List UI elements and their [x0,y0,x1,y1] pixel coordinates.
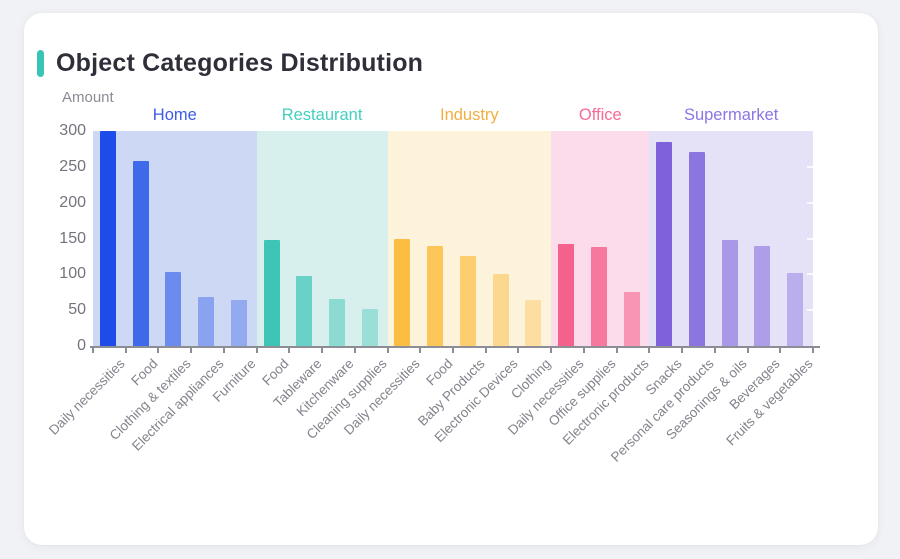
bar-restaurant-food[interactable] [263,239,280,346]
x-axis-tick [517,348,520,353]
x-axis-tick [190,348,193,353]
x-axis-tick [648,348,651,353]
bar-industry-food[interactable] [427,246,444,346]
x-axis-tick [222,348,225,353]
bar-supermarket-fruits-vegetables[interactable] [787,272,804,346]
right-axis-mini-tick [807,273,813,276]
x-axis-tick [746,348,749,353]
y-axis-tick-label: 300 [59,122,86,139]
x-axis-tick [157,348,160,353]
x-axis-tick [484,348,487,353]
bar-home-food[interactable] [132,161,149,346]
bar-home-furniture[interactable] [230,300,247,346]
group-label-office: Office [578,106,622,124]
x-axis-tick [386,348,389,353]
y-axis-tick-label: 250 [59,157,86,175]
bar-supermarket-personal-care-products[interactable] [688,151,705,346]
x-axis-tick [812,348,814,353]
group-label-supermarket: Supermarket [683,106,779,124]
bar-industry-electronic-devices[interactable] [492,274,509,346]
x-axis-tick [419,348,422,353]
y-axis-tick-label: 200 [59,193,86,211]
x-axis-tick [452,348,454,353]
y-axis-title: Amount [62,89,114,106]
x-axis-tick [681,348,684,353]
bar-office-office-supplies[interactable] [590,247,607,346]
bar-restaurant-cleaning-supplies[interactable] [361,309,378,346]
y-axis-tick-label: 150 [59,229,86,247]
x-axis-line [90,346,820,348]
y-axis-tick-label: 100 [59,265,86,283]
bar-industry-daily-necessities[interactable] [394,238,411,346]
right-axis-mini-tick [807,237,813,240]
y-axis-tick-label: 0 [77,337,86,354]
title-accent-bar [37,50,44,77]
x-axis-tick [321,348,324,353]
x-axis-tick [288,348,291,353]
chart-header: Object Categories Distribution [37,49,423,78]
bar-restaurant-tableware[interactable] [296,276,313,346]
right-axis-mini-tick [807,165,813,168]
group-label-restaurant: Restaurant [281,106,363,124]
right-axis-mini-tick [807,201,813,204]
bar-industry-clothing[interactable] [525,300,542,346]
bar-chart: 0 50 100 150 200 250 300 Home Daily necessities F… [24,13,878,545]
right-axis-mini-tick [807,309,813,312]
x-axis-tick [615,348,618,353]
bar-office-electronic-products[interactable] [623,292,640,346]
chart-title: Object Categories Distribution [56,49,424,77]
x-axis-tick [550,348,553,353]
x-axis-tick [124,348,127,353]
bar-supermarket-beverages[interactable] [754,245,771,346]
x-axis-tick [255,348,258,353]
bar-restaurant-kitchenware[interactable] [328,299,345,346]
x-axis-tick [353,348,356,353]
y-axis-tick-label: 50 [68,301,86,319]
bar-industry-baby-products[interactable] [459,255,476,346]
group-label-home: Home [152,106,197,124]
x-axis-tick [582,348,585,353]
bar-supermarket-seasonings-oils[interactable] [721,239,738,346]
bar-home-electrical-appliances[interactable] [198,296,215,346]
x-axis-tick [713,348,716,353]
group-label-industry: Industry [439,106,499,124]
x-axis-tick [779,348,782,353]
bar-office-daily-necessities[interactable] [558,244,575,346]
bar-home-clothing-textiles[interactable] [165,272,182,346]
x-axis-tick [92,348,94,353]
bar-home-daily-necessities[interactable] [99,131,116,346]
bar-supermarket-snacks[interactable] [656,141,673,346]
